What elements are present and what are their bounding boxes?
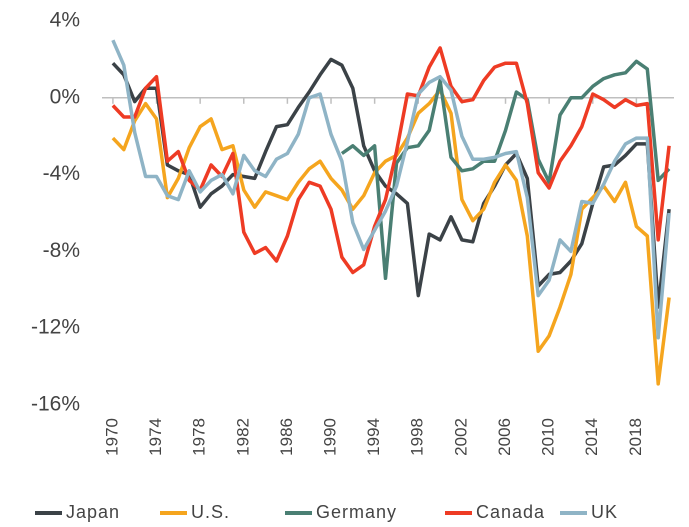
x-tick-label: 2014 <box>582 418 601 456</box>
x-tick-label: 1994 <box>364 418 383 456</box>
legend-label: Canada <box>476 502 545 522</box>
series-line <box>111 88 671 386</box>
legend-label: Japan <box>66 502 120 522</box>
series-line <box>111 46 671 275</box>
y-tick-label: -8% <box>43 239 80 262</box>
x-tick-label: 1998 <box>408 418 427 456</box>
y-tick-label: -16% <box>31 393 80 416</box>
y-tick-label: 0% <box>50 85 80 108</box>
x-tick-label: 1970 <box>102 418 121 456</box>
x-tick-label: 2006 <box>495 418 514 456</box>
x-tick-label: 2018 <box>626 418 645 456</box>
y-tick-label: -12% <box>31 316 80 339</box>
x-tick-label: 2002 <box>451 418 470 456</box>
y-tick-label: 4% <box>50 9 80 32</box>
series-line <box>111 39 671 340</box>
legend-label: Germany <box>316 502 397 522</box>
x-tick-label: 2010 <box>539 418 558 456</box>
legend-label: U.S. <box>191 502 230 522</box>
y-tick-label: -4% <box>43 162 80 185</box>
series-line <box>340 59 671 281</box>
x-tick-label: 1986 <box>277 418 296 456</box>
x-tick-label: 1982 <box>233 418 252 456</box>
x-tick-label: 1974 <box>146 418 165 456</box>
legend-label: UK <box>591 502 618 522</box>
x-tick-label: 1978 <box>190 418 209 456</box>
x-tick-label: 1990 <box>321 418 340 456</box>
